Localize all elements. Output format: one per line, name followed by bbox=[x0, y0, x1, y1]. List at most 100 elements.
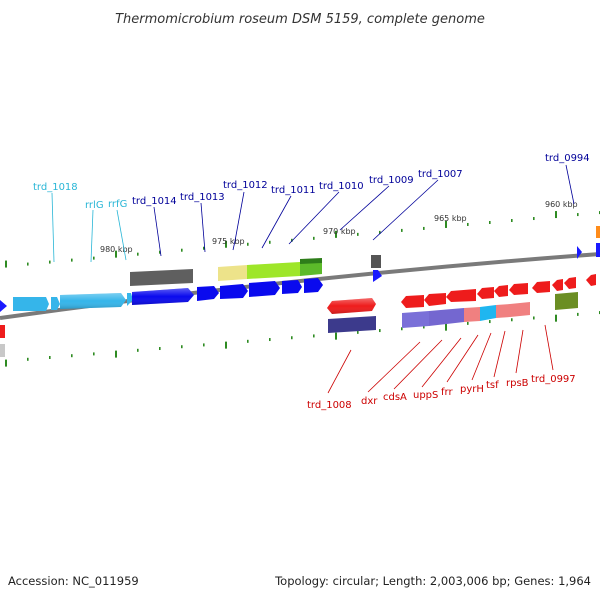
cog-block[interactable] bbox=[429, 308, 464, 326]
gene-label[interactable]: trd_1012 bbox=[223, 180, 268, 191]
gene-label[interactable]: rrlG bbox=[85, 200, 104, 211]
cog-block[interactable] bbox=[130, 269, 193, 286]
gene-label[interactable]: trd_1013 bbox=[180, 192, 225, 203]
scale-tick bbox=[335, 230, 337, 238]
callout-lines bbox=[51, 164, 575, 394]
gene-arrow[interactable] bbox=[220, 284, 248, 299]
gene-arrow[interactable] bbox=[532, 281, 550, 293]
scale-tick bbox=[181, 345, 183, 349]
gene-arrow[interactable] bbox=[424, 293, 446, 306]
cog-block[interactable] bbox=[218, 265, 247, 281]
scale-tick bbox=[159, 347, 161, 351]
gene-label[interactable]: trd_0997 bbox=[531, 374, 576, 385]
gene-label[interactable]: trd_1011 bbox=[271, 185, 316, 196]
scale-tick bbox=[247, 242, 249, 246]
scale-tick bbox=[93, 256, 95, 260]
scale-tick bbox=[49, 260, 51, 264]
gene-arrow[interactable] bbox=[304, 278, 323, 293]
genome-summary-text: Topology: circular; Length: 2,003,006 bp… bbox=[274, 574, 591, 588]
cog-block[interactable] bbox=[371, 255, 381, 268]
scale-tick bbox=[291, 238, 293, 242]
gene-label[interactable]: rpsB bbox=[506, 378, 529, 389]
scale-tick bbox=[203, 343, 205, 347]
gene-arrow[interactable] bbox=[477, 287, 494, 299]
rna-arrow[interactable] bbox=[13, 297, 49, 311]
gene-label[interactable]: trd_1010 bbox=[319, 181, 364, 192]
gene-label[interactable]: trd_1014 bbox=[132, 196, 177, 207]
gene-label[interactable]: trd_1008 bbox=[307, 400, 352, 411]
scale-tick bbox=[203, 246, 205, 250]
gene-arrow[interactable] bbox=[552, 279, 563, 291]
scale-tick bbox=[5, 359, 7, 367]
gene-arrow[interactable] bbox=[509, 283, 528, 295]
scale-tick bbox=[137, 252, 139, 256]
gene-arrow[interactable] bbox=[446, 289, 476, 302]
scale-tick bbox=[445, 323, 447, 331]
rna-arrow[interactable] bbox=[127, 293, 133, 306]
gene-label[interactable]: trd_0994 bbox=[545, 153, 590, 164]
scale-tick bbox=[577, 312, 579, 316]
scale-tick bbox=[511, 318, 513, 322]
cog-block[interactable] bbox=[555, 292, 578, 310]
gene-label[interactable]: tsf bbox=[486, 380, 499, 391]
gene-arrow[interactable] bbox=[197, 286, 219, 301]
gene-arrow[interactable] bbox=[373, 270, 382, 282]
scale-tick bbox=[313, 236, 315, 240]
scale-tick bbox=[27, 262, 29, 266]
cog-block[interactable] bbox=[328, 316, 376, 333]
scale-tick bbox=[577, 213, 579, 217]
gene-arrow[interactable] bbox=[249, 281, 280, 297]
gene-label[interactable]: rrfG bbox=[108, 199, 127, 210]
scale-tick bbox=[71, 258, 73, 262]
cog-block[interactable] bbox=[0, 344, 5, 357]
scale-tick bbox=[27, 357, 29, 361]
cog-block[interactable] bbox=[510, 302, 530, 317]
scale-labels: 980 kbp 975 kbp 970 kbp 965 kbp 960 kbp bbox=[100, 200, 578, 254]
scale-tick bbox=[555, 314, 557, 322]
scale-tick bbox=[137, 348, 139, 352]
cog-block[interactable] bbox=[596, 226, 600, 238]
gene-arrow[interactable] bbox=[586, 274, 596, 286]
scale-tick bbox=[533, 316, 535, 320]
cog-block[interactable] bbox=[402, 311, 429, 328]
gene-label[interactable]: pyrH bbox=[460, 384, 484, 395]
gene-label[interactable]: trd_1009 bbox=[369, 175, 414, 186]
cog-block[interactable] bbox=[300, 261, 322, 276]
scale-label: 965 kbp bbox=[434, 214, 467, 223]
scale-tick bbox=[159, 250, 161, 254]
gene-arrow[interactable] bbox=[401, 295, 424, 308]
scale-tick bbox=[555, 211, 557, 219]
gene-arrow[interactable] bbox=[577, 246, 582, 259]
cog-block[interactable] bbox=[300, 258, 322, 264]
cog-block[interactable] bbox=[247, 262, 300, 279]
scale-label: 970 kbp bbox=[323, 227, 356, 236]
scale-tick bbox=[489, 320, 491, 324]
gene-label[interactable]: dxr bbox=[361, 396, 378, 407]
scale-tick bbox=[5, 260, 7, 268]
gene-arrow[interactable] bbox=[0, 300, 7, 312]
rna-arrow[interactable] bbox=[51, 297, 60, 310]
scale-tick bbox=[225, 240, 227, 248]
cog-block[interactable] bbox=[464, 307, 480, 322]
gene-label[interactable]: cdsA bbox=[383, 392, 407, 403]
cog-block[interactable] bbox=[496, 304, 510, 318]
cog-block[interactable] bbox=[480, 305, 496, 321]
scale-tick bbox=[401, 228, 403, 232]
gene-label[interactable]: frr bbox=[441, 387, 453, 398]
scale-tick bbox=[489, 220, 491, 224]
gene-label[interactable]: trd_1007 bbox=[418, 169, 463, 180]
scale-tick bbox=[379, 230, 381, 234]
map-title: Thermomicrobium roseum DSM 5159, complet… bbox=[115, 12, 485, 27]
gene-arrow[interactable] bbox=[564, 277, 576, 289]
gene-arrow[interactable] bbox=[0, 325, 5, 338]
scale-tick bbox=[401, 327, 403, 331]
gene-label[interactable]: uppS bbox=[413, 390, 438, 401]
gene-label[interactable]: trd_1018 bbox=[33, 182, 78, 193]
scale-tick bbox=[379, 329, 381, 333]
gene-arrow[interactable] bbox=[596, 243, 600, 257]
scale-tick bbox=[269, 338, 271, 342]
gene-arrow[interactable] bbox=[282, 280, 302, 294]
gene-arrow[interactable] bbox=[494, 285, 508, 297]
